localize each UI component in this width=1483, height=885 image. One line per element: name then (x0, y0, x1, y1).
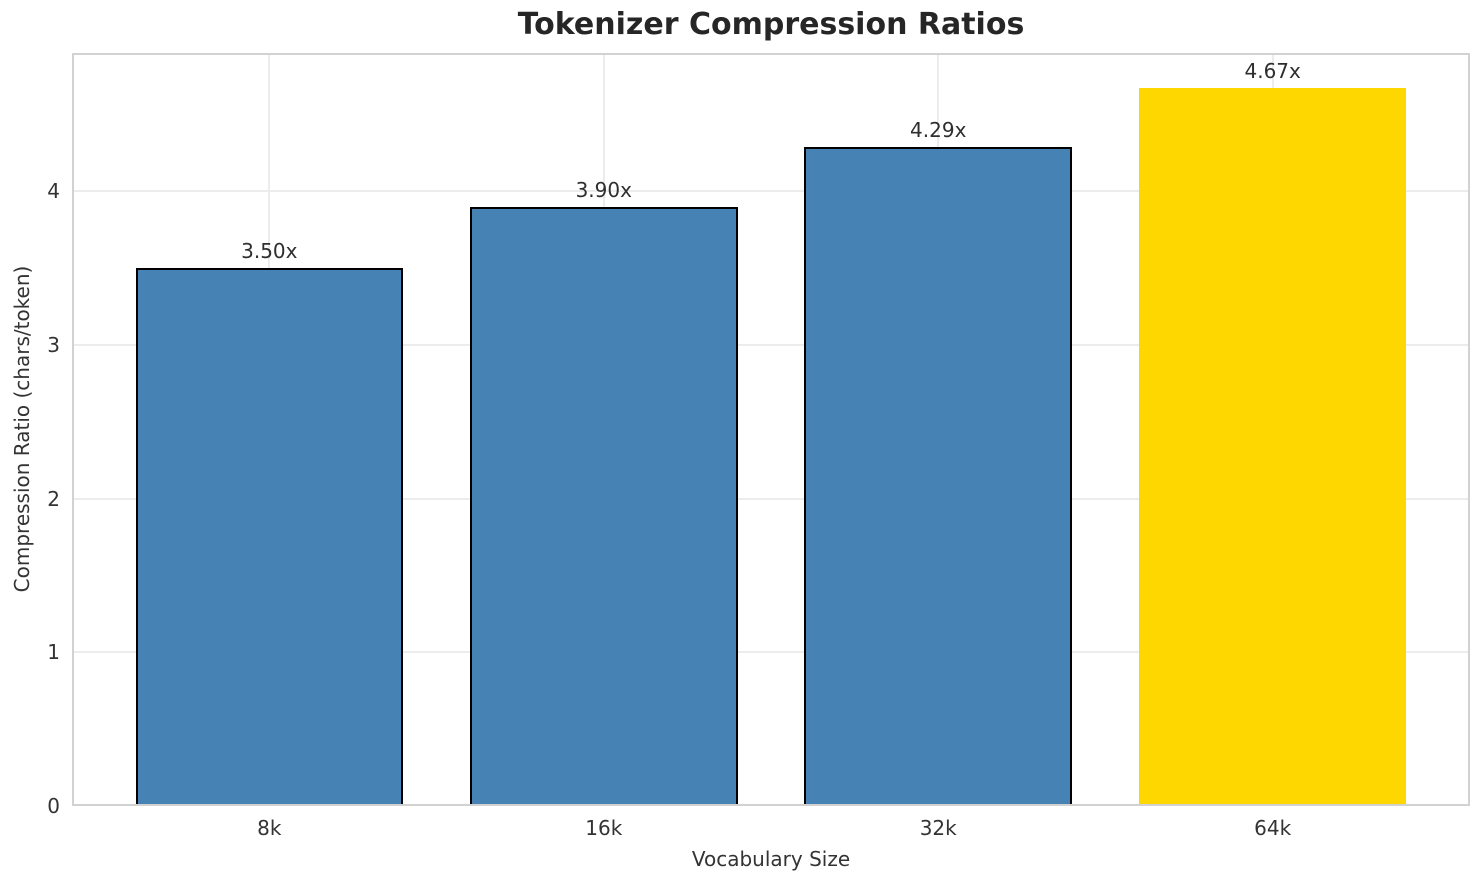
x-tick-label-16k: 16k (585, 816, 623, 840)
bar-value-label-16k: 3.90x (575, 177, 632, 202)
y-tick-label-2: 2 (47, 486, 60, 511)
gridline-y-1 (72, 651, 1470, 654)
bar-8k (135, 268, 404, 806)
bar-16k (469, 206, 738, 806)
x-axis-label: Vocabulary Size (691, 847, 851, 871)
chart-title: Tokenizer Compression Ratios (517, 7, 1025, 42)
gridline-y-3 (72, 343, 1470, 346)
y-tick-label-0: 0 (47, 794, 60, 818)
bar-value-label-8k: 3.50x (241, 239, 298, 264)
bar-32k (804, 146, 1072, 806)
x-tick-label-8k: 8k (257, 816, 282, 840)
y-axis-label: Compression Ratio (chars/token) (10, 265, 34, 593)
gridline-y-4 (72, 190, 1470, 193)
gridline-y-2 (72, 497, 1470, 500)
y-tick-label-4: 4 (47, 179, 60, 204)
x-tick-label-64k: 64k (1254, 816, 1292, 840)
y-tick-label-3: 3 (47, 332, 60, 357)
bar-64k (1138, 88, 1407, 806)
x-tick-label-32k: 32k (919, 816, 957, 840)
bar-value-label-32k: 4.29x (910, 117, 967, 142)
plot-area: 3.50x 3.90x 4.29x 4.67x (72, 53, 1470, 806)
bar-value-label-64k: 4.67x (1244, 59, 1301, 84)
y-tick-label-1: 1 (47, 640, 60, 665)
